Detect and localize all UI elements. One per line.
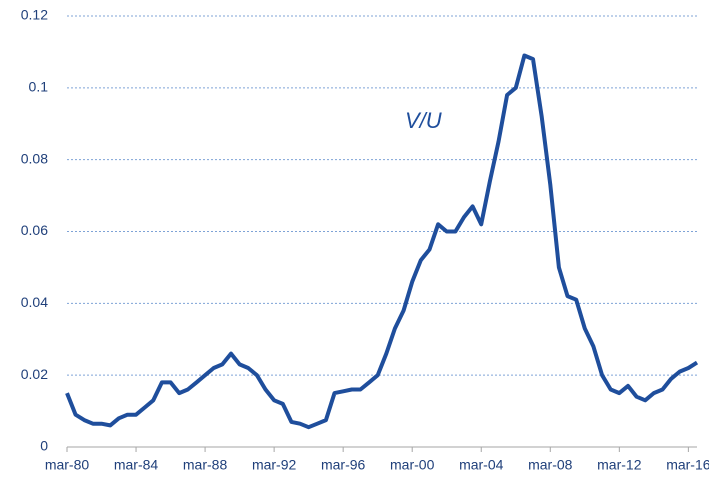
y-tick-label: 0.12 (21, 7, 48, 23)
x-tick-label: mar-96 (321, 457, 366, 473)
x-tick-label: mar-16 (666, 457, 709, 473)
y-tick-label: 0 (40, 438, 48, 454)
x-tick-label: mar-80 (45, 457, 90, 473)
line (65, 53, 699, 430)
x-tick-label: mar-08 (528, 457, 573, 473)
x-tick-label: mar-04 (459, 457, 504, 473)
x-tick-label: mar-00 (390, 457, 435, 473)
x-tick-label: mar-12 (597, 457, 642, 473)
y-tick-label: 0.02 (21, 366, 48, 382)
x-tick-label: mar-88 (183, 457, 228, 473)
y-tick-label: 0.08 (21, 150, 48, 166)
annotation: V/U (405, 108, 442, 133)
x-tick-label: mar-84 (114, 457, 159, 473)
y-tick-label: 0.04 (21, 294, 48, 310)
x-tick-label: mar-92 (252, 457, 297, 473)
y-tick-label: 0.06 (21, 222, 48, 238)
y-tick-label: 0.1 (29, 79, 49, 95)
